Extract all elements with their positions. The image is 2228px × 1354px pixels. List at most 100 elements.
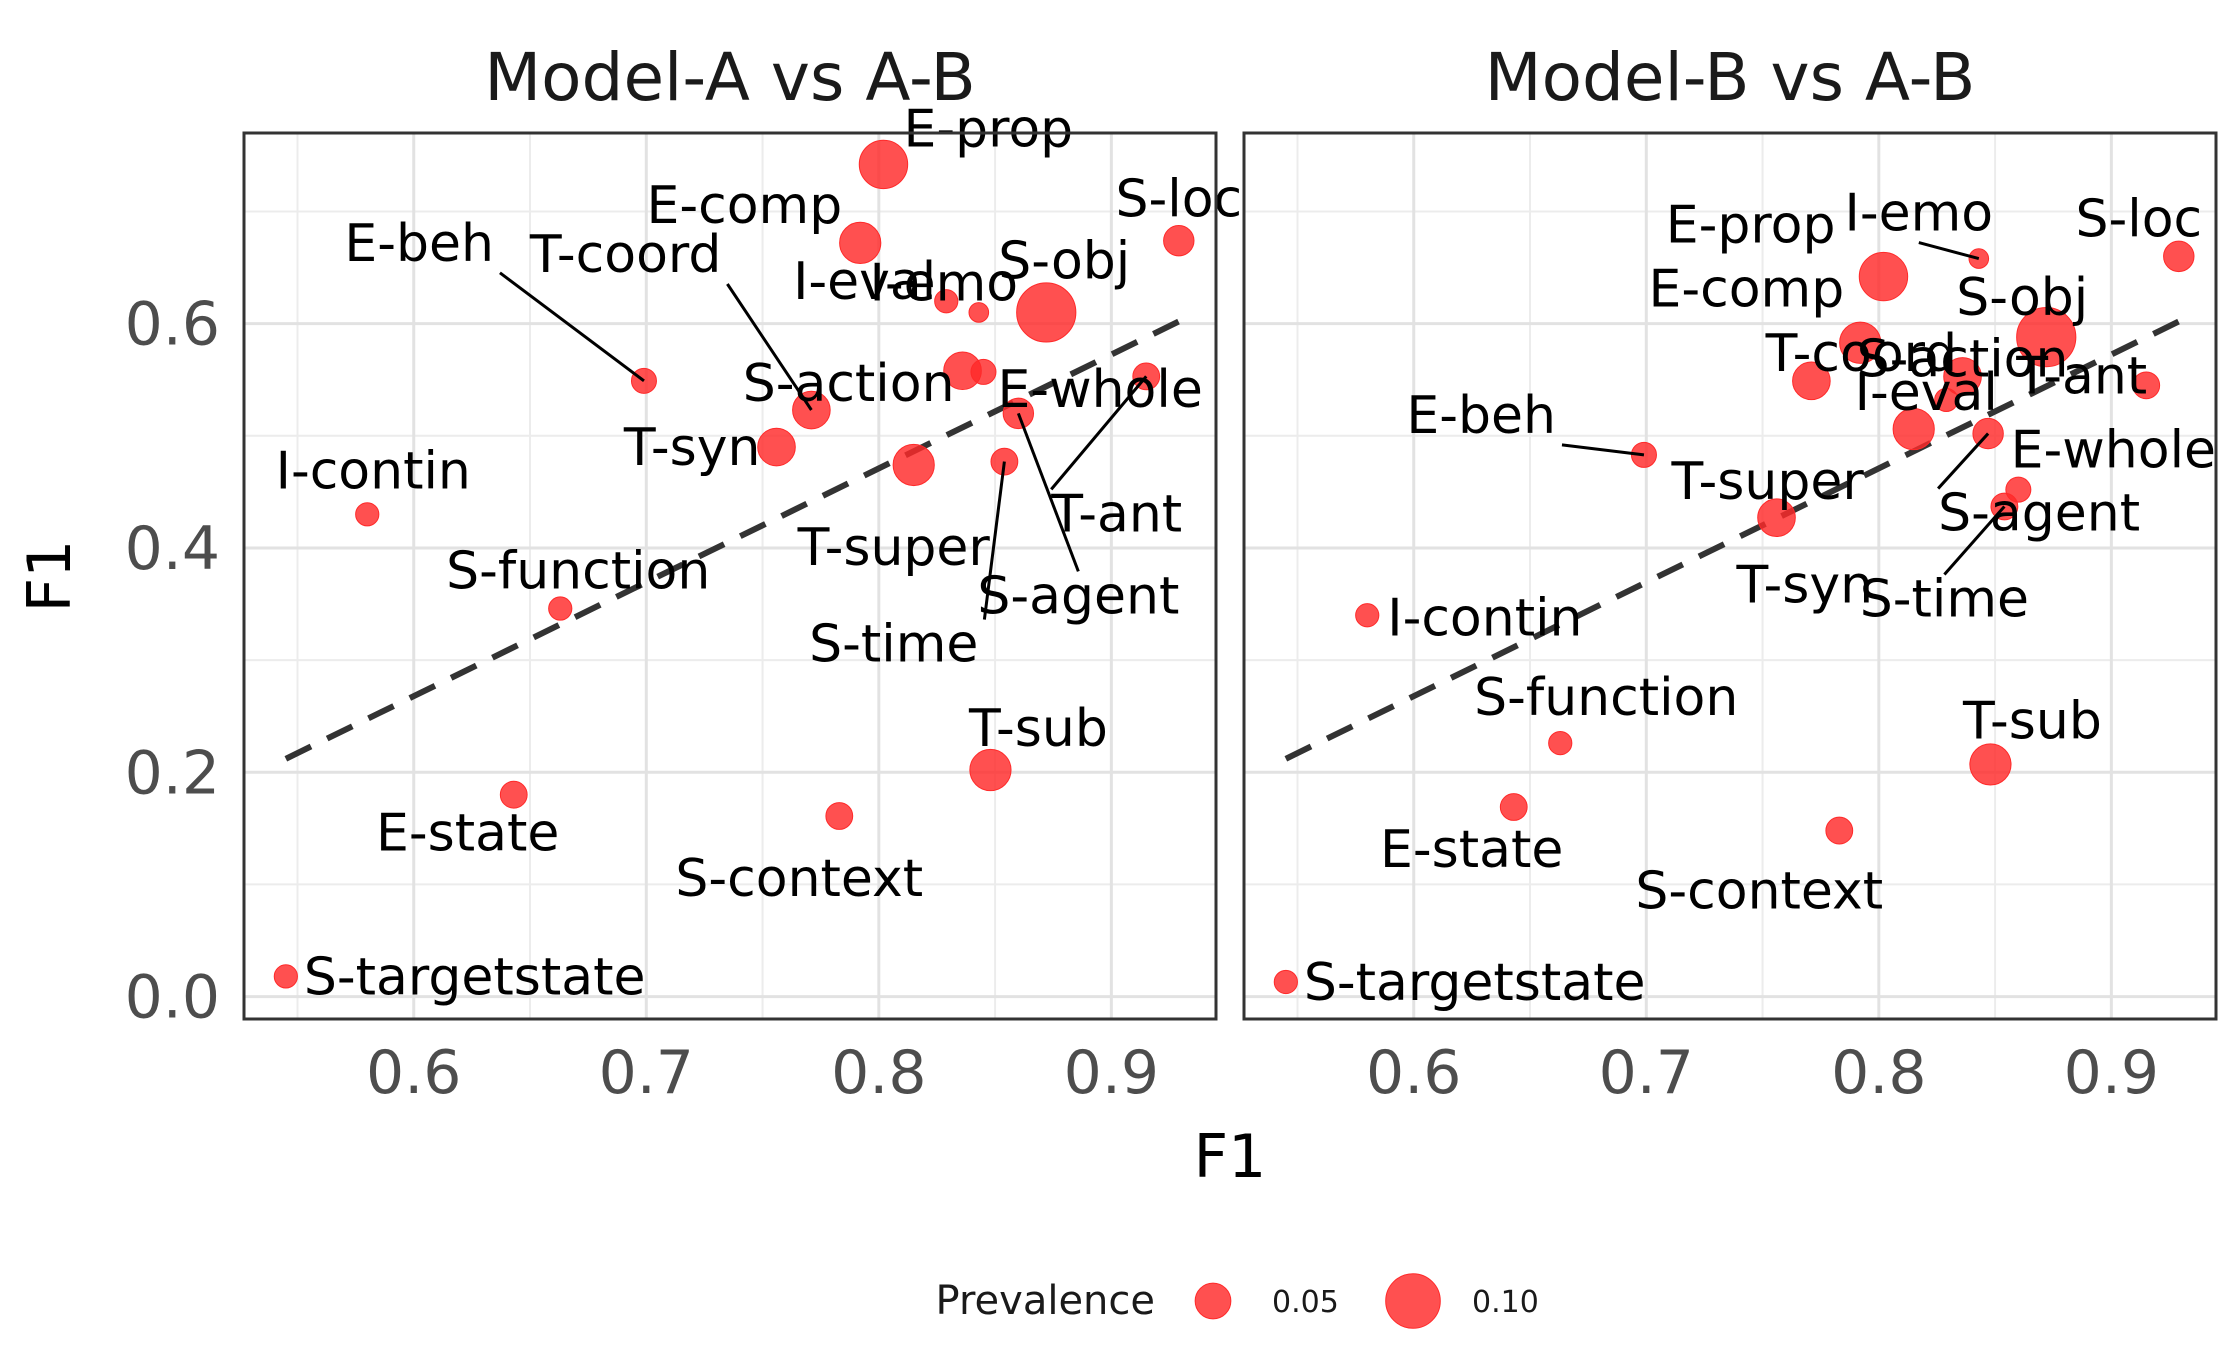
x-axis-title: F1 xyxy=(1194,1122,1267,1192)
scatter-point xyxy=(1969,743,2012,786)
x-tick-label: 0.9 xyxy=(1064,1038,1159,1108)
point-label: T-ant xyxy=(1050,484,1182,544)
point-label: S-time xyxy=(809,615,978,675)
leader-line xyxy=(1918,241,1980,261)
scatter-point xyxy=(839,221,882,265)
point-label: E-prop xyxy=(903,99,1073,159)
x-tick-label: 0.7 xyxy=(1599,1038,1694,1108)
leader-line xyxy=(1016,412,1080,572)
x-tick-label: 0.6 xyxy=(1366,1038,1461,1108)
x-tick-label: 0.8 xyxy=(1831,1038,1926,1108)
leader-line xyxy=(726,283,813,411)
scatter-point xyxy=(1934,387,1959,413)
scatter-point xyxy=(2016,307,2077,368)
point-label: S-loc xyxy=(1115,170,1242,230)
panel-border xyxy=(1242,131,2218,1021)
point-label: I-contin xyxy=(276,441,471,501)
point-label: S-agent xyxy=(977,566,1179,626)
scatter-point xyxy=(1273,969,1298,995)
scatter-point xyxy=(1757,498,1796,537)
point-label: E-whole xyxy=(997,360,1202,420)
scatter-point xyxy=(757,427,796,467)
scatter-point xyxy=(934,289,959,314)
point-label: S-action xyxy=(743,354,955,414)
point-label: S-agent xyxy=(1938,484,2140,544)
point-label: E-beh xyxy=(1406,386,1556,446)
panel-title: Model-A vs A-B xyxy=(484,39,976,116)
scatter-point xyxy=(1858,251,1909,302)
x-tick-label: 0.9 xyxy=(2064,1038,2159,1108)
scatter-point xyxy=(2132,371,2161,400)
point-label: S-action xyxy=(1857,329,2069,389)
scatter-point xyxy=(1839,321,1882,364)
legend-label: 0.05 xyxy=(1272,1285,1339,1320)
scatter-point xyxy=(970,358,997,385)
point-label: T-syn xyxy=(623,418,761,478)
scatter-point xyxy=(858,139,909,190)
point-label: I-emo xyxy=(870,253,1019,313)
y-axis-title: F1 xyxy=(15,540,85,613)
point-label: E-comp xyxy=(1649,260,1845,320)
scatter-point xyxy=(1825,816,1854,845)
legend-label: 0.10 xyxy=(1472,1285,1539,1320)
y-tick-label: 0.4 xyxy=(125,514,220,584)
y-tick-label: 0.2 xyxy=(125,738,220,808)
leader-line xyxy=(982,461,1006,620)
point-label: E-whole xyxy=(2011,421,2216,481)
point-label: S-targetstate xyxy=(304,947,646,1007)
scatter-point xyxy=(969,748,1012,792)
reference-dashed-line xyxy=(284,315,1188,762)
point-label: E-beh xyxy=(344,214,494,274)
point-label: S-loc xyxy=(2075,189,2202,249)
point-label: E-state xyxy=(1380,820,1563,880)
leader-line xyxy=(1937,432,1990,490)
point-label: S-targetstate xyxy=(1304,953,1646,1013)
point-label: S-obj xyxy=(1956,268,2088,328)
point-label: S-function xyxy=(446,542,710,602)
scatter-point xyxy=(2163,240,2195,273)
point-label: T-coord xyxy=(529,225,721,285)
leader-line xyxy=(1943,505,2006,576)
scatter-point xyxy=(1943,357,1982,396)
point-label: E-comp xyxy=(647,176,843,236)
y-tick-label: 0.0 xyxy=(125,963,220,1033)
scatter-point xyxy=(1548,731,1573,756)
point-label: S-time xyxy=(1860,569,2029,629)
scatter-point xyxy=(273,964,298,989)
scatter-point xyxy=(499,780,528,809)
panel-title: Model-B vs A-B xyxy=(1485,39,1976,116)
point-label: S-obj xyxy=(998,231,1130,291)
point-label: I-contin xyxy=(1387,588,1582,648)
x-tick-label: 0.6 xyxy=(366,1038,461,1108)
leader-line xyxy=(1050,375,1148,491)
scatter-point xyxy=(1016,282,1077,343)
legend-key-circle xyxy=(1194,1282,1232,1320)
point-label: T-super xyxy=(797,518,991,578)
leader-line xyxy=(499,271,645,383)
point-label: S-function xyxy=(1474,668,1738,728)
scatter-point xyxy=(355,502,380,527)
x-tick-label: 0.7 xyxy=(599,1038,694,1108)
panel-border xyxy=(242,131,1218,1021)
scatter-point xyxy=(1792,361,1831,401)
point-label: I-eval xyxy=(1855,363,1998,423)
x-tick-label: 0.8 xyxy=(831,1038,926,1108)
point-label: T-coord xyxy=(1765,324,1957,384)
legend-key-circle xyxy=(1385,1273,1441,1329)
scatter-point xyxy=(1163,224,1195,257)
reference-dashed-line xyxy=(1284,315,2188,762)
leader-line xyxy=(1561,443,1645,457)
point-label: T-super xyxy=(1671,452,1865,512)
point-label: T-sub xyxy=(968,699,1108,759)
y-tick-label: 0.6 xyxy=(125,290,220,360)
scatter-point xyxy=(548,596,573,621)
point-label: I-emo xyxy=(1845,184,1994,244)
point-label: S-context xyxy=(1635,862,1883,922)
legend-title: Prevalence xyxy=(936,1278,1155,1324)
scatter-point xyxy=(892,443,935,487)
point-label: E-prop xyxy=(1666,196,1836,256)
scatter-point xyxy=(1355,603,1380,628)
scatter-point xyxy=(1499,793,1528,821)
